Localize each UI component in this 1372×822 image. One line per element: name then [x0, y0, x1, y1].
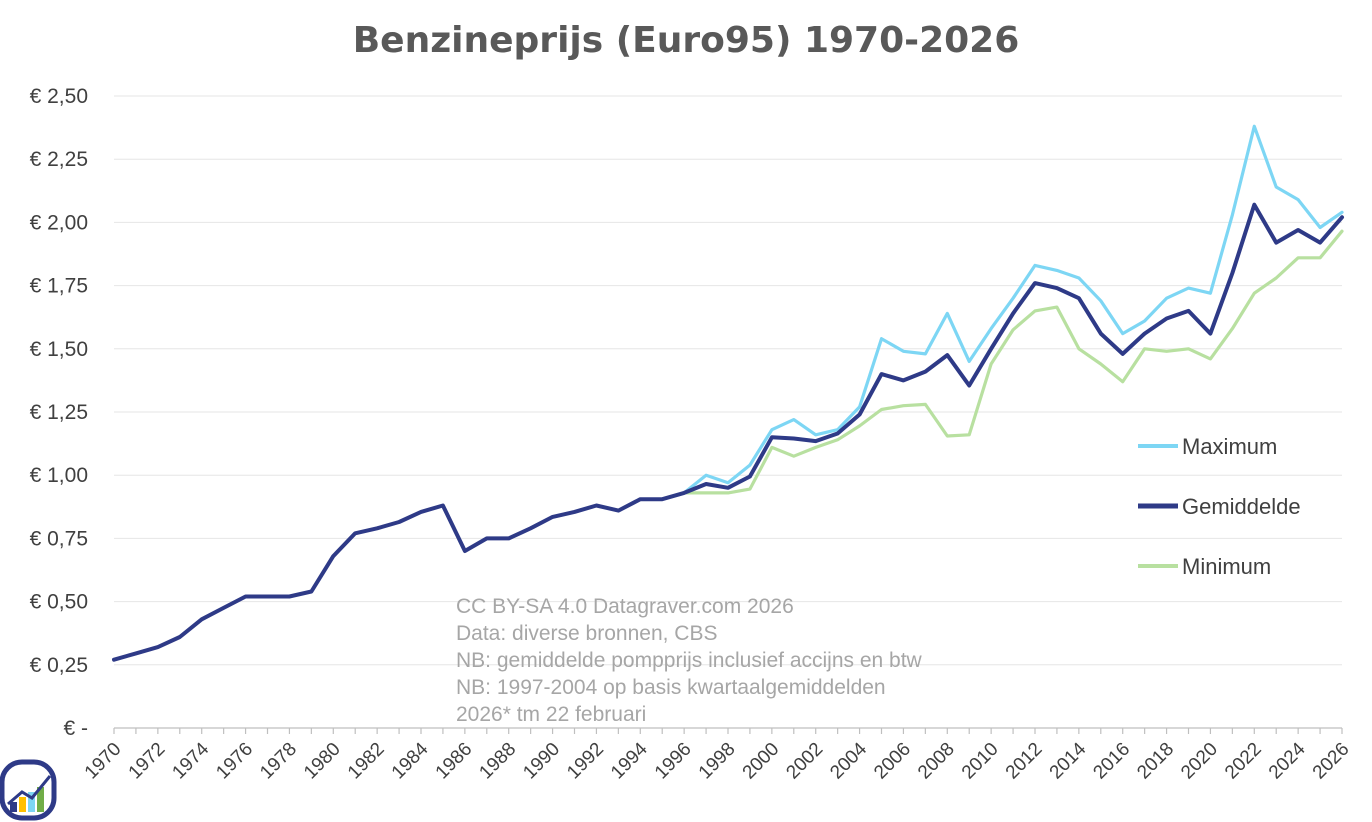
x-tick-label: 1970 — [81, 739, 126, 784]
x-tick-label: 1978 — [256, 739, 301, 784]
logo-bar-4 — [37, 787, 44, 812]
annotation-line: 2026* tm 22 februari — [456, 703, 646, 726]
legend-label-maximum: Maximum — [1182, 434, 1277, 459]
y-tick-label: € 1,25 — [30, 401, 88, 424]
annotation-line: CC BY-SA 4.0 Datagraver.com 2026 — [456, 595, 794, 618]
x-tick-label: 1980 — [300, 739, 345, 784]
x-tick-label: 2016 — [1090, 739, 1135, 784]
x-tick-label: 1996 — [651, 739, 696, 784]
y-tick-label: € 0,25 — [30, 654, 88, 677]
y-tick-label: € 2,00 — [30, 211, 88, 234]
x-tick-label: 2000 — [739, 739, 784, 784]
series-line-gemiddelde — [112, 202, 1344, 662]
x-tick-label: 1992 — [563, 739, 608, 784]
x-tick-label: 2010 — [958, 739, 1003, 784]
legend-label-minimum: Minimum — [1182, 554, 1271, 579]
y-tick-label: € 0,50 — [30, 591, 88, 614]
x-tick-label: 2022 — [1221, 739, 1266, 784]
x-tick-label: 1972 — [125, 739, 170, 784]
x-tick-label: 2008 — [914, 739, 959, 784]
logo-bar-3 — [28, 792, 35, 812]
y-tick-label: € 1,75 — [30, 275, 88, 298]
source-annotations: CC BY-SA 4.0 Datagraver.com 2026 Data: di… — [456, 595, 923, 726]
x-tick-label: 1974 — [169, 738, 214, 783]
x-tick-label: 2026 — [1309, 739, 1354, 784]
x-tick-label: 1994 — [607, 738, 652, 783]
series-line-minimum — [682, 229, 1344, 495]
annotation-line: Data: diverse bronnen, CBS — [456, 622, 717, 645]
axes — [113, 727, 1343, 734]
chart-title: Benzineprijs (Euro95) 1970-2026 — [353, 20, 1020, 61]
logo-bar-1 — [10, 802, 17, 812]
x-tick-label: 2012 — [1002, 739, 1047, 784]
logo-bar-2 — [19, 797, 26, 812]
x-tick-label: 1998 — [695, 739, 740, 784]
x-axis-tick-labels: 1970 1972 1974 1976 1978 1980 1982 1984 1986 1988… — [81, 738, 1354, 783]
x-tick-label: 1976 — [212, 739, 257, 784]
y-tick-label: € 0,75 — [30, 527, 88, 550]
x-tick-label: 1984 — [388, 738, 433, 783]
x-tick-label: 2006 — [870, 739, 915, 784]
y-tick-label: € 1,50 — [30, 338, 88, 361]
y-tick-label: € - — [63, 717, 88, 740]
x-tick-label: 1990 — [519, 739, 564, 784]
x-tick-label: 2024 — [1265, 738, 1310, 783]
y-tick-label: € 2,50 — [30, 85, 88, 108]
series-lines — [112, 124, 1344, 662]
x-tick-label: 2004 — [826, 738, 871, 783]
x-tick-label: 1988 — [476, 739, 521, 784]
x-tick-label: 2002 — [783, 739, 828, 784]
logo-trend-line — [7, 775, 52, 806]
x-tick-label: 1982 — [344, 739, 389, 784]
x-tick-label: 2014 — [1046, 738, 1091, 783]
x-tick-label: 2020 — [1177, 739, 1222, 784]
y-tick-label: € 2,25 — [30, 148, 88, 171]
gridlines — [114, 95, 1342, 666]
annotation-line: NB: gemiddelde pompprijs inclusief accij… — [456, 649, 923, 672]
x-tick-label: 2018 — [1133, 739, 1178, 784]
datagraver-logo — [0, 759, 57, 821]
legend: Maximum Gemiddelde Minimum — [1138, 434, 1301, 579]
legend-label-gemiddelde: Gemiddelde — [1182, 494, 1301, 519]
annotation-line: NB: 1997-2004 op basis kwartaalgemiddeld… — [456, 676, 886, 699]
y-axis-tick-labels: € - € 0,25 € 0,50 € 0,75 € 1,00 € 1,25 € 1,50 €… — [30, 85, 88, 740]
y-tick-label: € 1,00 — [30, 464, 88, 487]
series-line-maximum — [682, 124, 1344, 495]
x-tick-label: 1986 — [432, 739, 477, 784]
